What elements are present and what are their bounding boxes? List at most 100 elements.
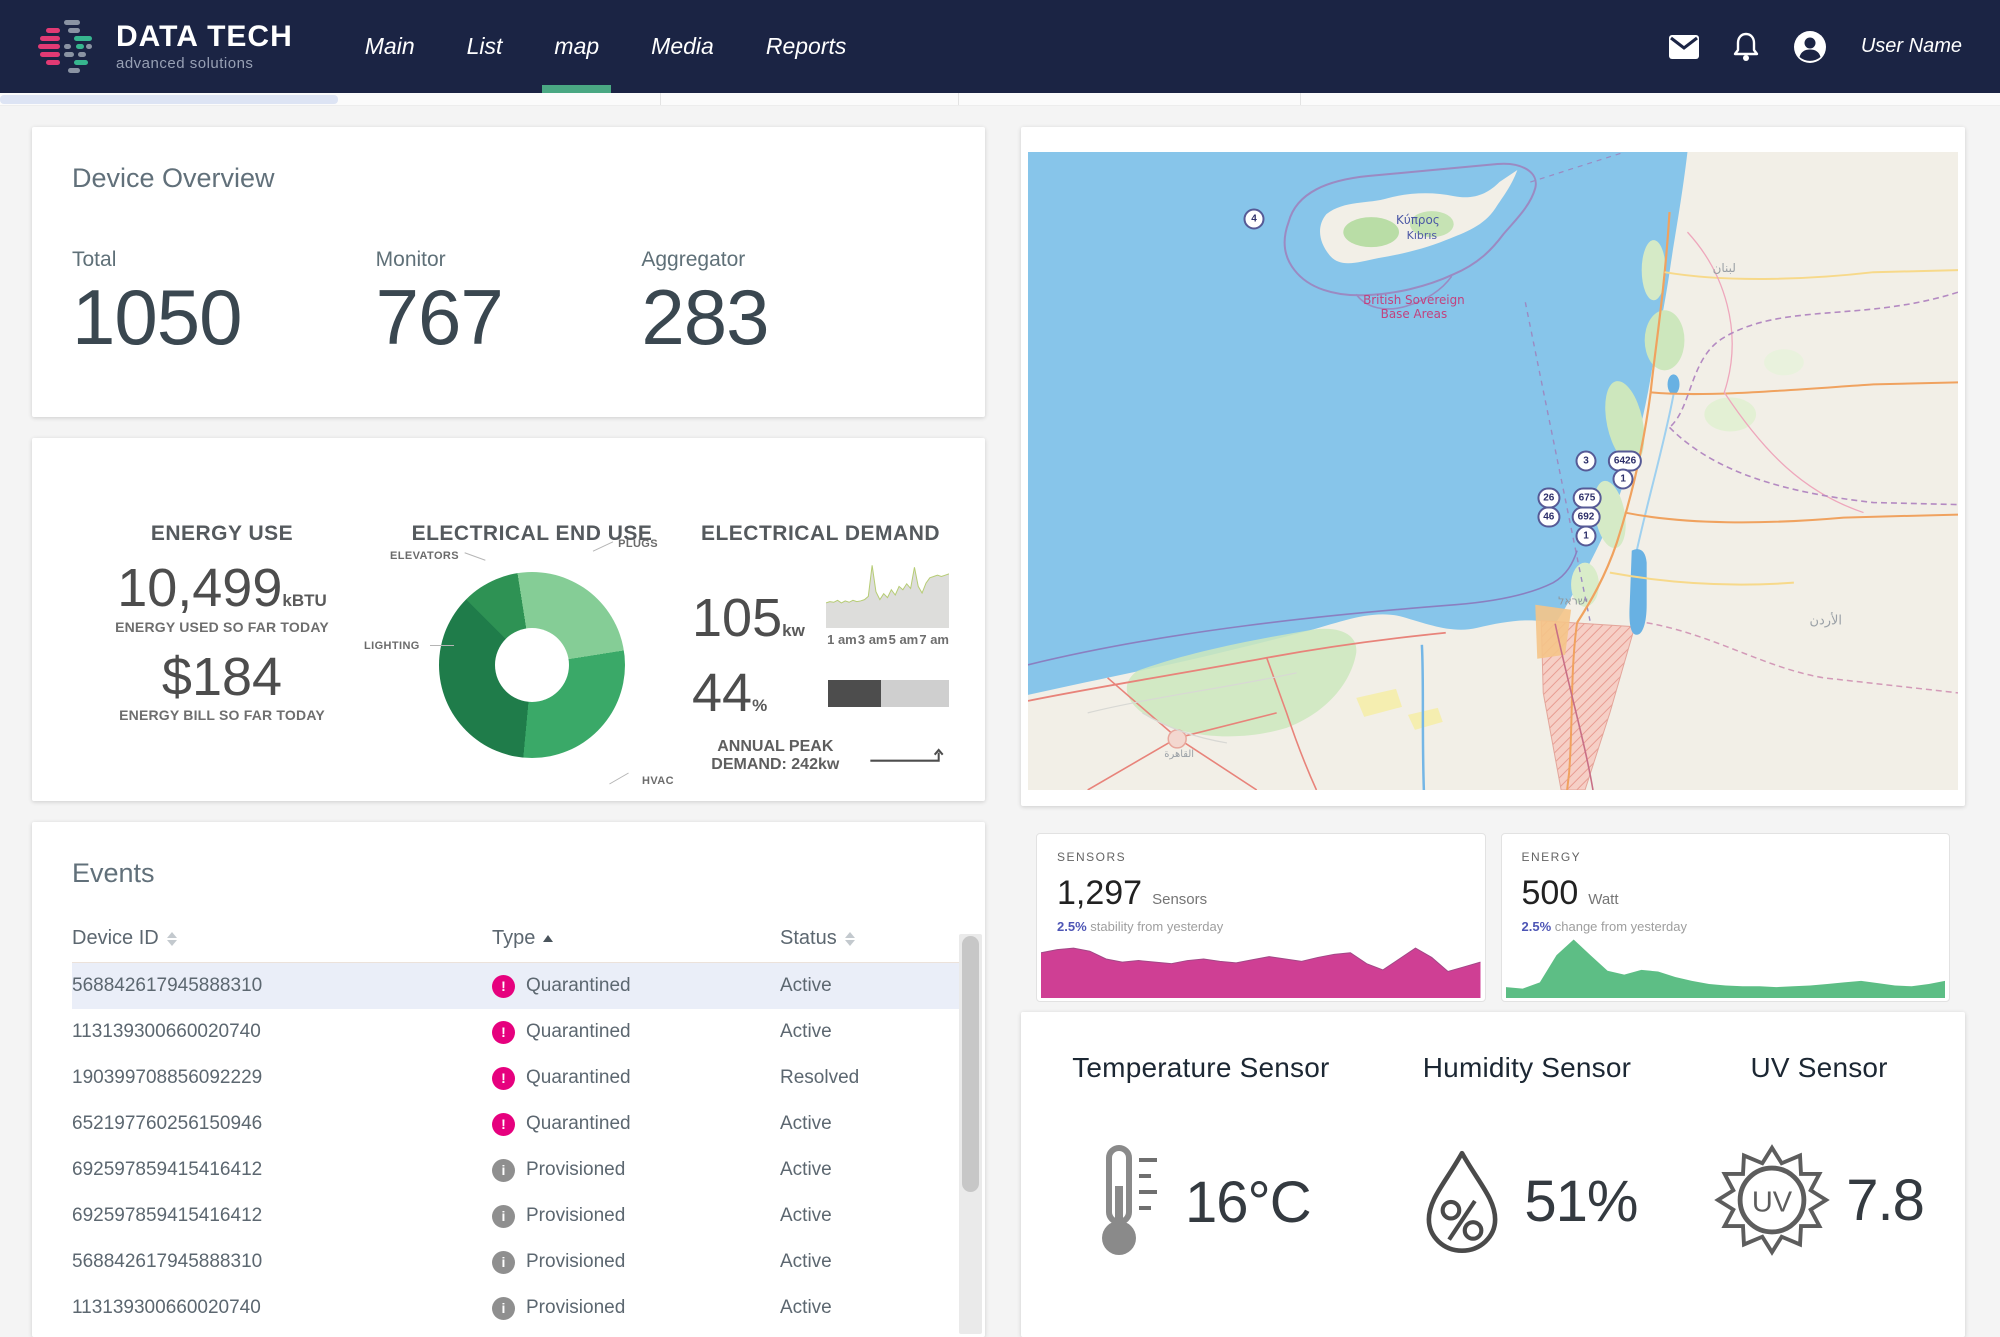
end-use-donut-chart[interactable]: [439, 572, 625, 758]
demand-sparkline-chart: [826, 562, 949, 628]
temperature-reading: Temperature Sensor: [1031, 1052, 1371, 1337]
donut-label-hvac: HVAC: [642, 775, 674, 787]
demand-progress-bar: [828, 679, 949, 707]
nav-item-reports[interactable]: Reports: [765, 33, 847, 59]
quarantined-badge-icon: !: [492, 974, 515, 998]
column-header-status[interactable]: Status: [780, 927, 967, 950]
annual-peak-caption: ANNUAL PEAK DEMAND: 242kw: [711, 737, 840, 773]
energy-use-title: ENERGY USE: [150, 522, 294, 545]
nav-item-map[interactable]: map: [542, 0, 611, 93]
events-title: Events: [72, 858, 155, 888]
stat-total-label: Total: [72, 248, 117, 271]
events-table: Device ID Type Status 568842617945888310…: [72, 915, 967, 1331]
end-use-title: ELECTRICAL END USE: [411, 522, 653, 545]
table-row[interactable]: 568842617945888310 i Provisioned Active: [72, 1239, 967, 1285]
sensors-card-value: 1,297: [1057, 874, 1143, 912]
cell-status: Active: [780, 1159, 832, 1180]
column-header-device-id[interactable]: Device ID: [72, 927, 492, 950]
energy-use-value: 10,499kBTU: [117, 558, 327, 618]
brand-subtitle: advanced solutions: [116, 54, 254, 72]
energy-summary-card[interactable]: ENERGY 500 Watt 2.5% change from yesterd…: [1500, 833, 1950, 1002]
table-row[interactable]: 568842617945888310! Quarantined Active: [72, 963, 967, 1009]
energy-card-change: 2.5% change from yesterday: [1521, 919, 1688, 934]
brand-logo[interactable]: DATA TECH advanced solutions: [38, 18, 293, 76]
stat-monitor-value: 767: [375, 273, 504, 361]
table-row[interactable]: 113139300660020740 i Provisioned Active: [72, 1285, 967, 1331]
table-row[interactable]: 692597859415416412 i Provisioned Active: [72, 1147, 967, 1193]
nav-item-main[interactable]: Main: [364, 33, 415, 59]
events-scrollbar-thumb[interactable]: [962, 936, 979, 1192]
uv-reading: UV Sensor UV 7.8: [1683, 1052, 1955, 1337]
provisioned-badge-icon: i: [492, 1204, 515, 1228]
table-row[interactable]: 652197760256150946! Quarantined Active: [72, 1101, 967, 1147]
cell-status: Active: [780, 1297, 832, 1318]
cell-device-id: 113139300660020740: [72, 1021, 261, 1042]
energy-panel-card: ENERGY USE 10,499kBTU ENERGY USED SO FAR…: [32, 438, 985, 801]
stat-aggregator: Aggregator 283: [641, 248, 945, 356]
map-cluster-marker[interactable]: 46: [1537, 506, 1561, 528]
user-name[interactable]: User Name: [1860, 35, 1962, 57]
account-avatar-icon[interactable]: [1793, 30, 1827, 64]
demand-title: ELECTRICAL DEMAND: [700, 522, 941, 545]
cell-device-id: 568842617945888310: [72, 975, 263, 996]
humidity-reading-title: Humidity Sensor: [1422, 1052, 1632, 1083]
stat-total-value: 1050: [72, 273, 243, 361]
map-cluster-marker[interactable]: 1: [1612, 468, 1634, 490]
peak-arrow-icon: [869, 748, 944, 762]
sensors-card-category: SENSORS: [1057, 850, 1127, 864]
notifications-bell-icon[interactable]: [1733, 32, 1759, 62]
cell-device-id: 568842617945888310: [72, 1251, 263, 1272]
humidity-value: 51%: [1524, 1168, 1638, 1234]
map-place-label: القاهرة: [1164, 749, 1194, 760]
cell-type: Quarantined: [526, 1067, 631, 1088]
temperature-reading-title: Temperature Sensor: [1072, 1052, 1330, 1083]
brand-title: DATA TECH: [116, 19, 293, 53]
table-row[interactable]: 692597859415416412 i Provisioned Active: [72, 1193, 967, 1239]
cell-device-id: 113139300660020740: [72, 1297, 261, 1318]
humidity-reading: Humidity Sensor 51%: [1371, 1052, 1684, 1337]
cell-type: Provisioned: [526, 1159, 626, 1180]
demand-x-labels: 1 am 3 am 5 am 7 am: [827, 632, 949, 647]
energy-card-category: ENERGY: [1521, 850, 1582, 864]
horizontal-scroll-strip[interactable]: [0, 93, 2000, 106]
nav-item-list[interactable]: List: [466, 33, 503, 59]
events-scrollbar[interactable]: [959, 934, 982, 1334]
map-cluster-marker[interactable]: 1: [1575, 525, 1597, 547]
demand-value: 105kw: [692, 588, 805, 649]
cell-device-id: 190399708856092229: [72, 1067, 263, 1088]
energy-card-value: 500: [1521, 874, 1579, 912]
sensor-readings-card: Temperature Sensor: [1021, 1012, 1965, 1337]
map-cluster-marker[interactable]: 4: [1243, 208, 1265, 230]
mail-icon[interactable]: [1668, 34, 1699, 59]
map-viewport[interactable]: Κύπρος Kıbrıs British Sovereign Base Areas ل…: [1028, 152, 1958, 790]
stat-aggregator-value: 283: [641, 273, 769, 361]
map-place-label: لبنان: [1713, 261, 1736, 275]
map-card: Κύπρος Kıbrıs British Sovereign Base Areas ل…: [1021, 127, 1965, 806]
thermometer-icon: [1102, 1145, 1158, 1255]
temperature-value: 16°C: [1185, 1169, 1312, 1235]
cell-type: Provisioned: [526, 1205, 626, 1226]
stat-total: Total 1050: [72, 248, 376, 356]
map-place-label: British Sovereign: [1363, 293, 1465, 307]
uv-value: 7.8: [1846, 1167, 1925, 1233]
sensors-summary-card[interactable]: SENSORS 1,297 Sensors 2.5% stability fro…: [1036, 833, 1486, 1002]
map-cluster-marker[interactable]: 692: [1571, 506, 1601, 528]
cell-type: Quarantined: [526, 975, 631, 996]
energy-area-chart: [1505, 920, 1945, 998]
map-place-label: Kıbrıs: [1407, 229, 1438, 242]
cell-type: Provisioned: [526, 1297, 626, 1318]
sort-icon-status: [844, 931, 855, 946]
cell-device-id: 692597859415416412: [72, 1159, 263, 1180]
table-row[interactable]: 190399708856092229! Quarantined Resolved: [72, 1055, 967, 1101]
donut-label-plugs: PLUGS: [618, 538, 658, 550]
sensors-area-chart: [1041, 920, 1481, 998]
table-row[interactable]: 113139300660020740! Quarantined Active: [72, 1009, 967, 1055]
nav-item-media[interactable]: Media: [651, 33, 714, 59]
sort-icon-device-id: [166, 931, 177, 946]
brand-logo-icon: [38, 19, 92, 73]
map-cluster-marker[interactable]: 3: [1575, 450, 1597, 472]
column-header-type[interactable]: Type: [492, 927, 780, 950]
